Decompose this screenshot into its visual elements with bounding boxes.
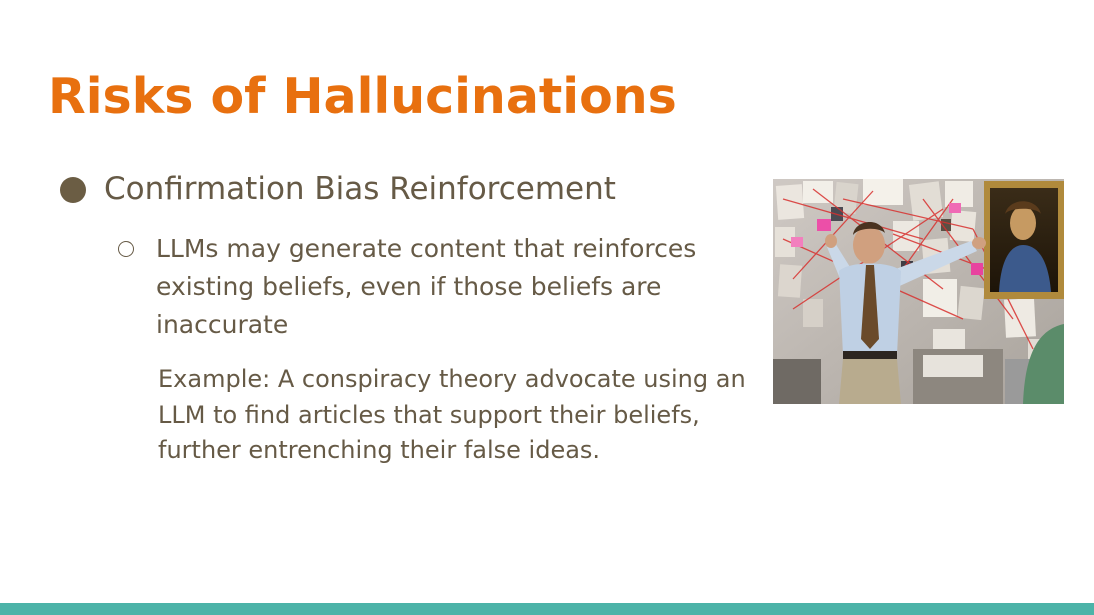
hollow-circle-bullet-icon (118, 241, 134, 257)
conspiracy-board-meme-image (773, 179, 1064, 404)
bullet-dot-icon (60, 177, 86, 203)
bullet-item: Confirmation Bias Reinforcement (60, 168, 760, 210)
example-text: Example: A conspiracy theory advocate us… (158, 365, 746, 464)
sub-bullet-text: LLMs may generate content that reinforce… (156, 234, 697, 339)
slide-title: Risks of Hallucinations (48, 68, 677, 125)
bullet-text: Confirmation Bias Reinforcement (104, 171, 616, 207)
bottom-accent-bar (0, 603, 1094, 615)
sub-bullet-item: LLMs may generate content that reinforce… (118, 230, 758, 344)
